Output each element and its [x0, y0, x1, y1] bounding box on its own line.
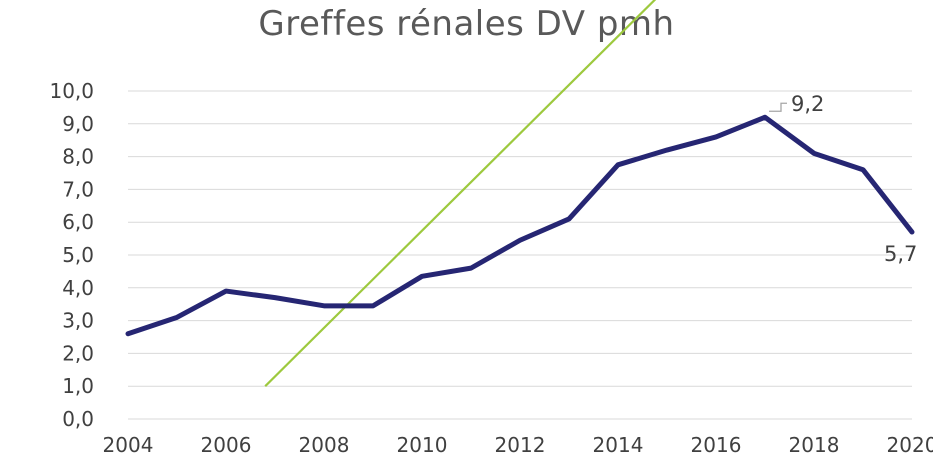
series-line [125, 114, 915, 337]
x-tick-label: 2018 [789, 433, 840, 457]
y-tick-label: 8,0 [62, 145, 94, 169]
y-tick-label: 9,0 [62, 112, 94, 136]
gridlines [128, 90, 912, 420]
trendline [264, 0, 657, 387]
x-axis: 2004 2006 2008 2010 2012 2014 2016 2018 2020 [103, 433, 933, 457]
y-tick-label: 1,0 [62, 374, 94, 398]
x-tick-label: 2008 [299, 433, 350, 457]
x-tick-label: 2010 [397, 433, 448, 457]
x-tick-label: 2012 [495, 433, 546, 457]
trendline-path [264, 0, 657, 387]
y-axis: 0,0 1,0 2,0 3,0 4,0 5,0 6,0 7,0 8,0 9,0 10,0 [49, 79, 94, 431]
x-tick-label: 2006 [201, 433, 252, 457]
data-label: 5,7 [884, 242, 917, 266]
y-tick-label: 2,0 [62, 341, 94, 365]
y-tick-label: 6,0 [62, 210, 94, 234]
x-tick-label: 2014 [593, 433, 644, 457]
y-tick-label: 4,0 [62, 276, 94, 300]
y-tick-label: 5,0 [62, 243, 94, 267]
y-tick-label: 0,0 [62, 407, 94, 431]
data-label: 9,2 [791, 92, 824, 116]
y-tick-label: 7,0 [62, 177, 94, 201]
x-tick-label: 2020 [887, 433, 933, 457]
y-tick-label: 3,0 [62, 309, 94, 333]
x-tick-label: 2004 [103, 433, 154, 457]
series-group [125, 114, 915, 337]
data-labels: 9,2 5,7 [769, 92, 917, 266]
y-tick-label: 10,0 [49, 79, 94, 103]
chart-title: Greffes rénales DV pmh [258, 4, 675, 44]
data-label-leader [769, 102, 787, 112]
x-tick-label: 2016 [691, 433, 742, 457]
